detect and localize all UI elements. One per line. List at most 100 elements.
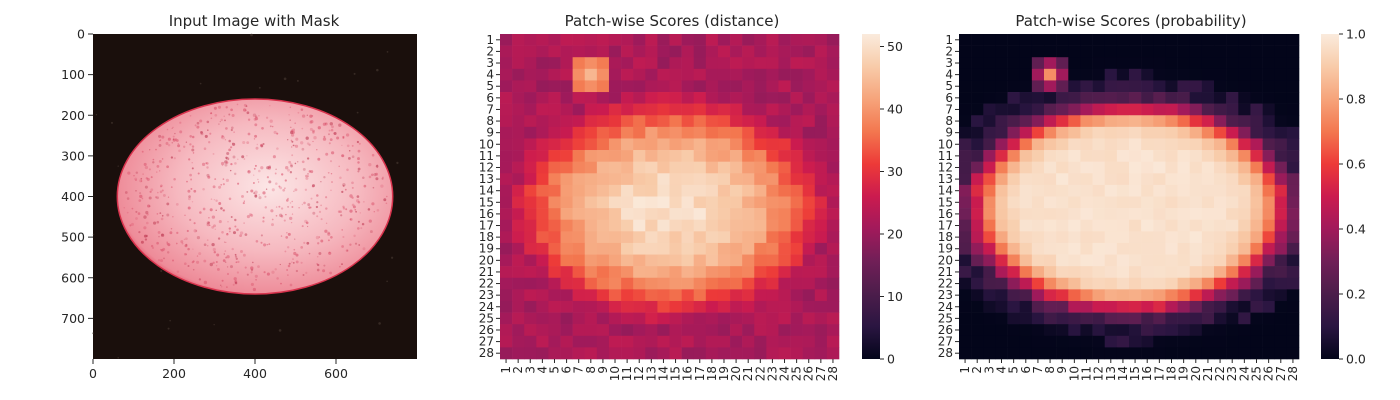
egg-speckle xyxy=(292,144,295,147)
heatmap-cell xyxy=(1177,196,1191,209)
heatmap-cell xyxy=(645,34,658,46)
heatmap-cell xyxy=(742,335,755,348)
heatmap-cell xyxy=(548,161,561,174)
heatmap-cell xyxy=(681,34,695,46)
egg-speckle xyxy=(268,243,271,246)
egg-speckle xyxy=(235,261,238,264)
egg-speckle xyxy=(211,226,215,229)
heatmap-cell xyxy=(1286,115,1300,128)
heatmap-cell xyxy=(584,92,598,104)
heatmap-cell xyxy=(802,231,816,244)
heatmap-cell xyxy=(633,277,646,290)
egg-speckle xyxy=(161,233,165,237)
heatmap-cell xyxy=(1214,254,1227,267)
egg-speckle xyxy=(289,119,291,121)
heatmap-cell xyxy=(500,347,513,360)
heatmap-cell xyxy=(548,324,561,337)
heatmap-cell xyxy=(754,196,767,209)
egg-speckle xyxy=(265,116,269,119)
heatmap-cell xyxy=(645,80,658,93)
egg-speckle xyxy=(222,178,225,180)
row-tick-label: 6 xyxy=(486,91,494,105)
heatmap-cell xyxy=(512,219,525,232)
heatmap-cell xyxy=(1262,57,1276,70)
egg-speckle xyxy=(236,228,239,232)
heatmap-cell xyxy=(1068,312,1081,325)
row-tick-label: 13 xyxy=(479,172,494,186)
egg-speckle xyxy=(302,274,305,276)
heatmap-cell xyxy=(1226,231,1239,244)
heatmap-cell xyxy=(705,219,719,232)
background-speckle xyxy=(167,327,170,330)
heatmap-cell xyxy=(717,68,731,81)
heatmap-cell xyxy=(1044,150,1057,162)
heatmap-cell xyxy=(633,92,646,104)
egg-speckle xyxy=(253,167,256,170)
heatmap-cell xyxy=(802,312,816,325)
heatmap-cell xyxy=(633,34,646,46)
heatmap-cell xyxy=(1031,45,1045,58)
heatmap-cell xyxy=(705,68,719,81)
heatmap-cell xyxy=(1056,161,1069,174)
heatmap-cell xyxy=(1177,242,1191,255)
heatmap-cell xyxy=(717,324,731,337)
heatmap-cell xyxy=(657,184,670,197)
heatmap-cell xyxy=(983,138,996,151)
egg-speckle xyxy=(351,203,355,207)
heatmap-cell xyxy=(1153,335,1166,348)
heatmap-cell xyxy=(1189,231,1203,244)
egg-speckle xyxy=(142,173,144,175)
egg-speckle xyxy=(294,188,298,192)
egg-speckle xyxy=(268,180,272,184)
egg-speckle xyxy=(351,144,354,147)
egg-speckle xyxy=(203,259,207,263)
heatmap-cell xyxy=(1104,173,1118,186)
heatmap-cell xyxy=(596,347,610,360)
heatmap-cell xyxy=(826,184,840,197)
heatmap-cell xyxy=(1080,68,1093,81)
egg-speckle xyxy=(362,247,366,251)
egg-speckle xyxy=(327,171,330,174)
heatmap-cell xyxy=(959,80,972,93)
heatmap-cell xyxy=(1044,312,1057,325)
heatmap-cell xyxy=(1177,184,1191,197)
egg-speckle xyxy=(144,238,148,241)
heatmap-cell xyxy=(1262,242,1276,255)
heatmap-cell xyxy=(995,103,1008,116)
heatmap-cell xyxy=(1092,196,1106,209)
egg-speckle xyxy=(232,155,236,159)
heatmap-cell xyxy=(1214,126,1227,139)
heatmap-cell xyxy=(742,347,755,360)
heatmap-cell xyxy=(1238,161,1251,174)
heatmap-cell xyxy=(584,277,598,290)
heatmap-cell xyxy=(657,219,670,232)
egg-speckle xyxy=(287,168,290,172)
heatmap-cell xyxy=(1007,277,1021,290)
heatmap-cell xyxy=(1080,126,1093,139)
heatmap-cell xyxy=(1068,57,1081,70)
egg-speckle xyxy=(212,185,216,189)
egg-speckle xyxy=(192,152,195,154)
row-tick-label: 19 xyxy=(938,242,953,256)
col-tick-label: 10 xyxy=(1067,366,1081,381)
heatmap-cell xyxy=(971,335,984,348)
egg-speckle xyxy=(295,269,299,273)
row-tick-label: 2 xyxy=(486,44,494,58)
egg-speckle xyxy=(357,201,361,204)
egg-speckle xyxy=(215,199,218,203)
col-tick-label: 27 xyxy=(814,366,828,381)
heatmap-cell xyxy=(766,254,779,267)
background-speckle xyxy=(92,332,94,335)
heatmap-cell xyxy=(1262,208,1276,221)
heatmap-cell xyxy=(1019,184,1033,197)
heatmap-cell xyxy=(1262,219,1276,232)
heatmap-cell xyxy=(1056,196,1069,209)
heatmap-cell xyxy=(778,150,791,162)
heatmap-cell xyxy=(621,266,634,279)
heatmap-cell xyxy=(633,115,646,128)
heatmap-cell xyxy=(1250,347,1263,360)
egg-speckle xyxy=(329,271,332,275)
row-tick-label: 5 xyxy=(486,79,494,93)
egg-speckle xyxy=(351,155,355,159)
heatmap-cell xyxy=(524,138,537,151)
